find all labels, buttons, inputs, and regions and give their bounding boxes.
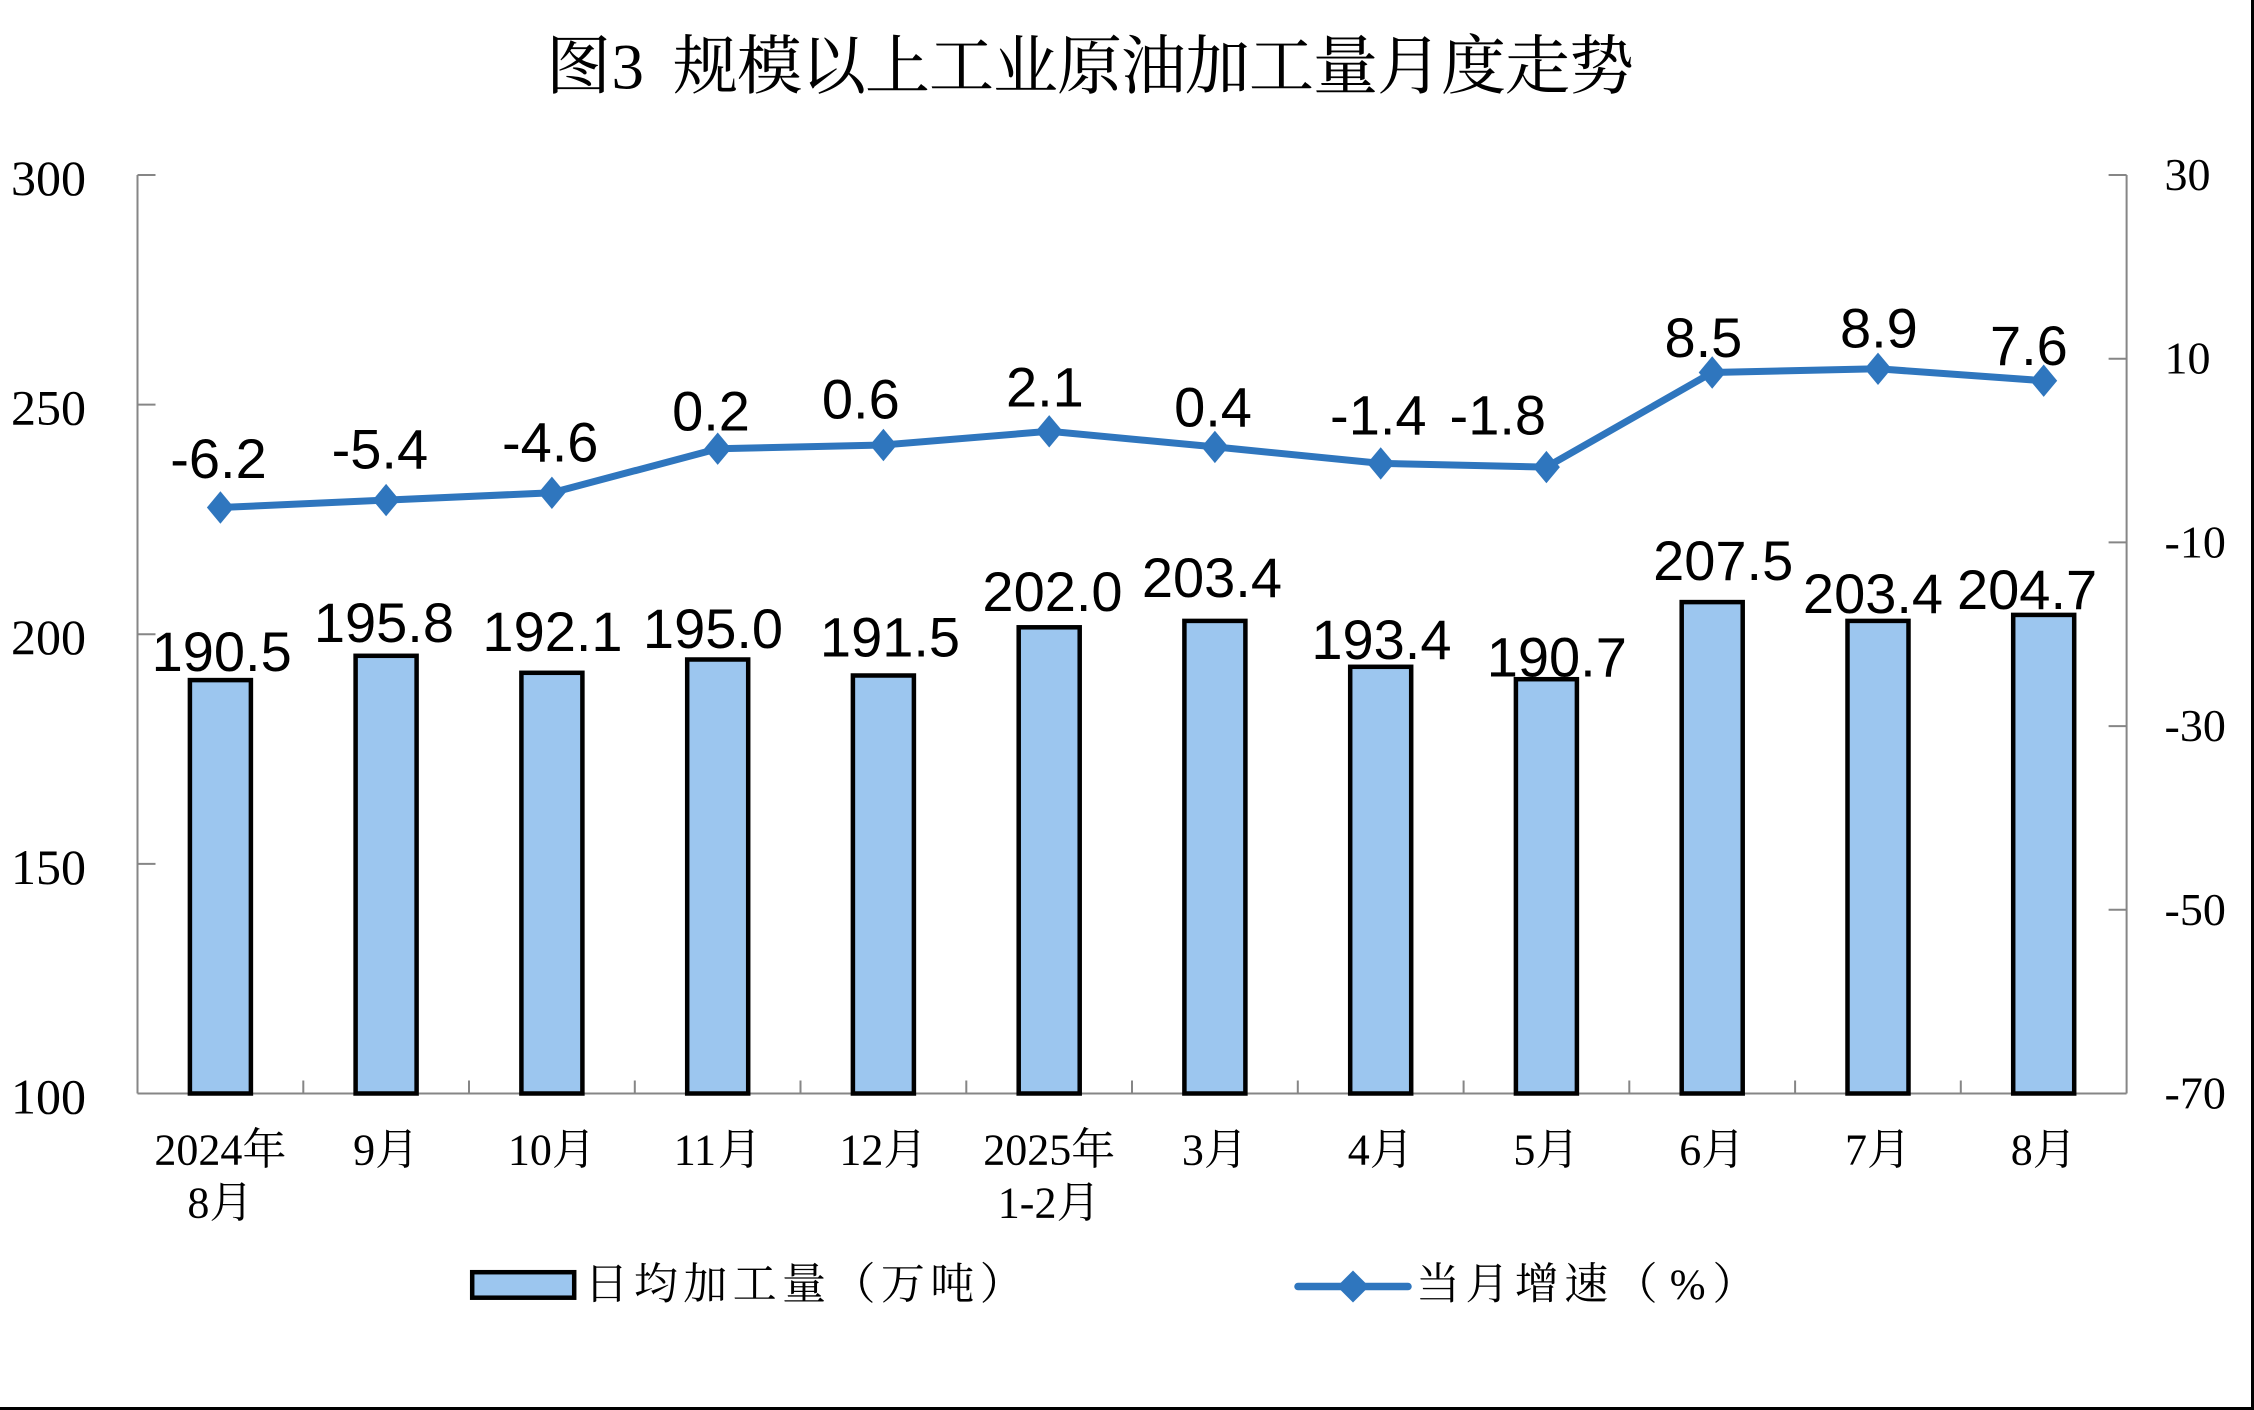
svg-text:-50: -50 xyxy=(2165,884,2226,935)
svg-text:-10: -10 xyxy=(2165,516,2226,567)
svg-text:192.1: 192.1 xyxy=(482,600,622,663)
svg-text:203.4: 203.4 xyxy=(1803,562,1943,625)
svg-text:150: 150 xyxy=(11,839,86,895)
svg-text:0.2: 0.2 xyxy=(672,380,750,443)
svg-text:250: 250 xyxy=(11,380,86,436)
svg-text:204.7: 204.7 xyxy=(1957,558,2097,621)
svg-text:2025: 2025 xyxy=(983,1126,1071,1175)
svg-text:10: 10 xyxy=(2165,333,2211,384)
svg-text:202.0: 202.0 xyxy=(982,560,1122,623)
svg-text:2024: 2024 xyxy=(154,1126,242,1175)
svg-text:8.9: 8.9 xyxy=(1840,296,1918,359)
svg-text:8.5: 8.5 xyxy=(1664,306,1742,369)
svg-text:3: 3 xyxy=(612,32,645,104)
svg-text:%: % xyxy=(1670,1262,1706,1309)
svg-text:-5.4: -5.4 xyxy=(332,418,429,481)
svg-text:7.6: 7.6 xyxy=(1990,314,2068,377)
svg-text:300: 300 xyxy=(11,150,86,206)
svg-text:12: 12 xyxy=(839,1126,883,1175)
svg-text:3: 3 xyxy=(1182,1126,1204,1175)
svg-text:0.6: 0.6 xyxy=(822,367,900,430)
svg-text:195.8: 195.8 xyxy=(314,591,454,654)
svg-text:2.1: 2.1 xyxy=(1006,356,1084,419)
svg-text:11: 11 xyxy=(674,1126,716,1175)
svg-text:191.5: 191.5 xyxy=(820,606,960,669)
svg-text:8: 8 xyxy=(2011,1126,2033,1175)
svg-text:-70: -70 xyxy=(2165,1068,2226,1119)
svg-text:207.5: 207.5 xyxy=(1653,529,1793,592)
svg-text:7: 7 xyxy=(1845,1126,1867,1175)
svg-text:-6.2: -6.2 xyxy=(170,427,267,490)
svg-text:100: 100 xyxy=(11,1069,86,1125)
svg-text:1-2: 1-2 xyxy=(998,1179,1057,1228)
svg-text:-30: -30 xyxy=(2165,700,2226,751)
svg-text:-4.6: -4.6 xyxy=(502,411,599,474)
svg-text:30: 30 xyxy=(2165,149,2211,200)
svg-text:0.4: 0.4 xyxy=(1174,376,1252,439)
svg-text:4: 4 xyxy=(1348,1126,1370,1175)
svg-text:193.4: 193.4 xyxy=(1311,608,1451,671)
svg-text:10: 10 xyxy=(508,1126,552,1175)
svg-text:195.0: 195.0 xyxy=(643,597,783,660)
svg-text:190.7: 190.7 xyxy=(1487,626,1627,689)
svg-text:9: 9 xyxy=(353,1126,375,1175)
svg-text:6: 6 xyxy=(1679,1126,1701,1175)
svg-text:-1.4: -1.4 xyxy=(1330,383,1427,446)
svg-text:8: 8 xyxy=(187,1179,209,1228)
svg-text:200: 200 xyxy=(11,609,86,665)
svg-text:190.5: 190.5 xyxy=(152,620,292,683)
svg-text:5: 5 xyxy=(1513,1126,1535,1175)
svg-text:-1.8: -1.8 xyxy=(1450,383,1547,446)
svg-text:203.4: 203.4 xyxy=(1142,546,1282,609)
